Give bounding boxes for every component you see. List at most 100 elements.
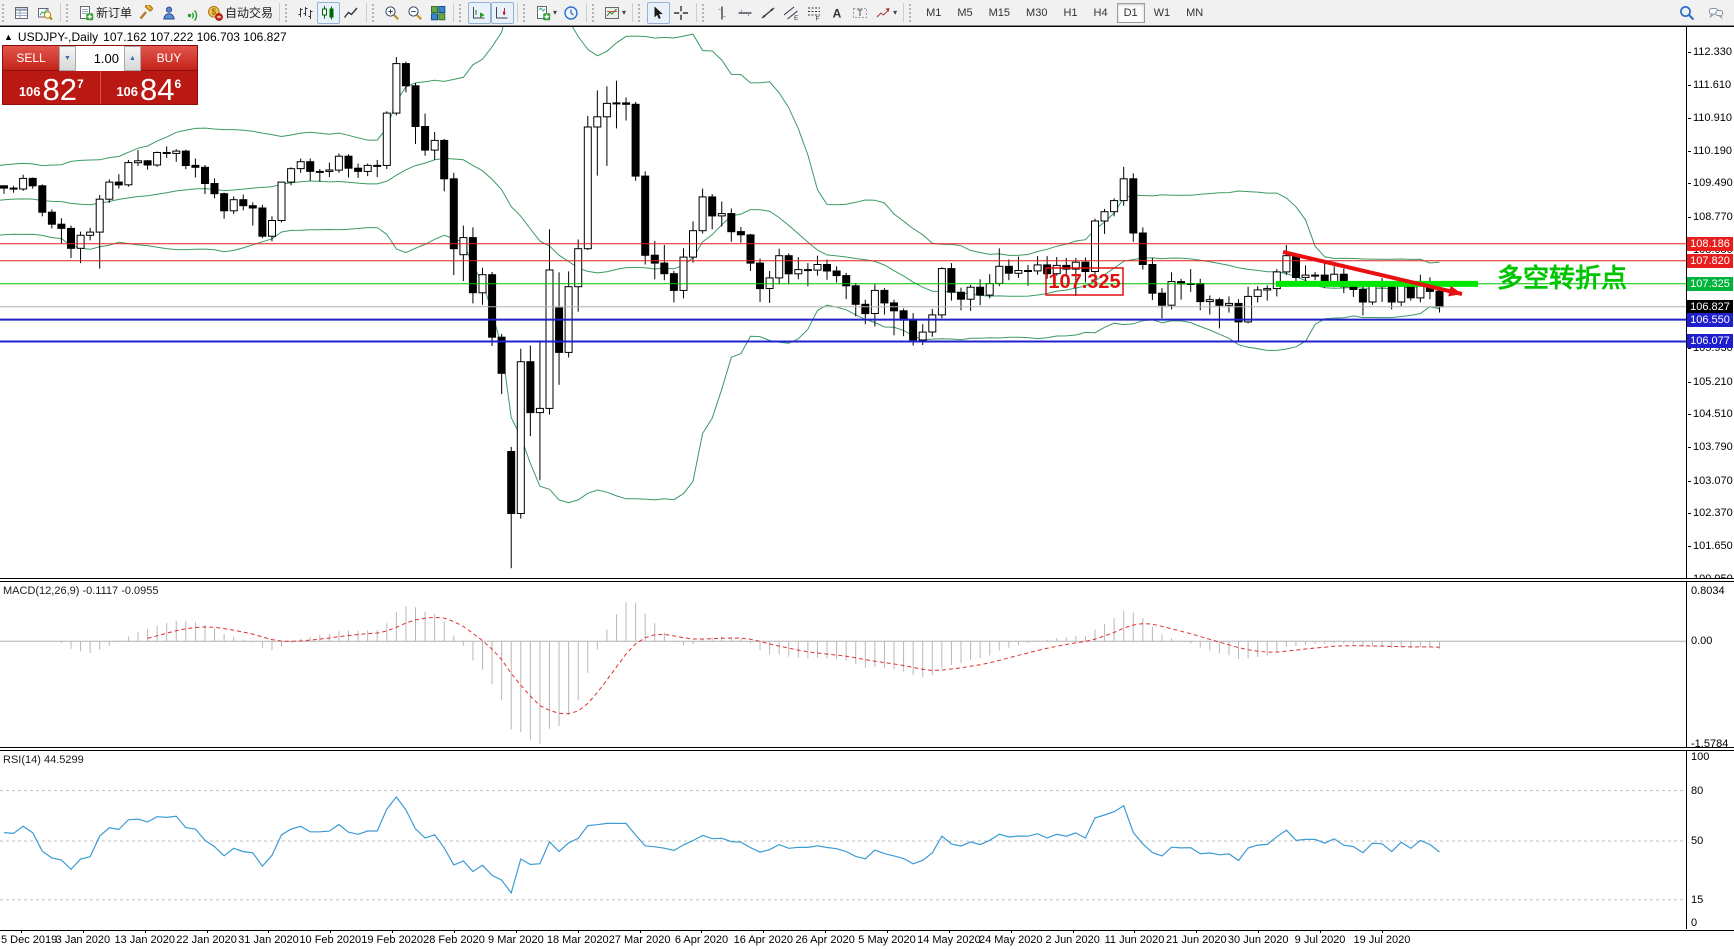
channel-button[interactable]: E xyxy=(780,2,803,24)
toolbar-drag-handle[interactable] xyxy=(372,3,378,22)
main-pane: 107.325 多空转折点 xyxy=(0,27,1686,569)
toolbar-separator xyxy=(696,3,698,22)
toolbar-separator xyxy=(453,3,455,22)
rsi-axis-label: 80 xyxy=(1691,784,1704,797)
date-label: 28 Feb 2020 xyxy=(423,934,485,946)
text-button[interactable]: A xyxy=(826,2,849,24)
price-tick: 103.790 xyxy=(1688,441,1733,454)
hline-button[interactable] xyxy=(734,2,757,24)
new-order-button[interactable]: 新订单 xyxy=(75,2,135,24)
autotrading-button[interactable]: $ 自动交易 xyxy=(204,2,276,24)
bar-chart-button[interactable] xyxy=(294,2,317,24)
pane-separator[interactable] xyxy=(0,578,1734,582)
timeframe-m1-button[interactable]: M1 xyxy=(919,3,948,23)
date-label: 9 Jul 2020 xyxy=(1294,934,1346,946)
date-axis-tick xyxy=(825,930,827,933)
toolbar: 新订单 $ 自动交易 ▾ ▾ E F A T ▾ M1 M5 M15 M30 H1 H4 D1 W1 MN xyxy=(0,0,1734,26)
toolbar-drag-handle[interactable] xyxy=(459,3,465,22)
tile-windows-button[interactable] xyxy=(427,2,450,24)
label-button[interactable]: T xyxy=(849,2,872,24)
trendline-button[interactable] xyxy=(757,2,780,24)
cursor-button[interactable] xyxy=(647,1,671,24)
sell-price-sup: 7 xyxy=(77,77,84,91)
date-axis[interactable]: 5 Dec 2019 3 Jan 2020 13 Jan 2020 22 Jan 20… xyxy=(0,930,1734,949)
market-watch-button[interactable] xyxy=(11,2,34,24)
template-button[interactable]: ▾ xyxy=(601,2,629,24)
buy-button[interactable]: BUY xyxy=(141,46,197,71)
price-tick: 101.650 xyxy=(1688,540,1733,553)
search-button[interactable] xyxy=(1676,2,1699,24)
toolbar-drag-handle[interactable] xyxy=(285,3,291,22)
expert-icon xyxy=(161,5,177,21)
buy-price[interactable]: 106 84 6 xyxy=(99,71,198,105)
chat-button[interactable] xyxy=(1705,2,1728,24)
date-axis-tick xyxy=(577,930,579,933)
price-tick: 111.610 xyxy=(1687,79,1732,92)
macd-signal-line xyxy=(147,616,1440,715)
date-axis-tick xyxy=(1196,930,1198,933)
auto-scroll-button[interactable] xyxy=(468,1,492,24)
timeframe-w1-button[interactable]: W1 xyxy=(1147,3,1178,23)
line-chart-button[interactable] xyxy=(340,2,363,24)
timeframe-d1-button[interactable]: D1 xyxy=(1116,2,1145,23)
toolbar-drag-handle[interactable] xyxy=(592,3,598,22)
date-label: 2 Jun 2020 xyxy=(1045,934,1100,946)
candle-chart-button[interactable] xyxy=(317,1,341,24)
new-chart-button[interactable]: ▾ xyxy=(532,2,560,24)
period-button[interactable] xyxy=(560,2,583,24)
tester-button[interactable] xyxy=(34,2,57,24)
chart-shift-button[interactable] xyxy=(491,1,515,24)
timeframe-m30-button[interactable]: M30 xyxy=(1019,3,1054,23)
sell-price[interactable]: 106 82 7 xyxy=(3,71,100,104)
expert-button[interactable] xyxy=(158,2,181,24)
chart-canvas[interactable]: 107.325 多空转折点 xyxy=(0,0,1686,949)
svg-text:F: F xyxy=(816,15,820,21)
crosshair-button[interactable] xyxy=(670,2,693,24)
vline-button[interactable] xyxy=(711,2,734,24)
trend-turning-point-annotation[interactable]: 多空转折点 xyxy=(1497,263,1627,293)
volume-input[interactable]: 1.00 xyxy=(76,46,124,71)
zoom-out-button[interactable] xyxy=(404,2,427,24)
signals-button[interactable] xyxy=(181,2,204,24)
arrows-button[interactable]: ▾ xyxy=(872,2,900,24)
candles-layer xyxy=(0,57,1444,569)
toolbar-drag-handle[interactable] xyxy=(909,3,915,22)
toolbar-drag-handle[interactable] xyxy=(702,3,708,22)
dropdown-caret-icon: ▾ xyxy=(622,8,627,17)
one-click-toggle-icon[interactable]: ▲ xyxy=(4,32,13,42)
volume-increase-button[interactable]: ▲ xyxy=(124,46,141,71)
sell-button[interactable]: SELL xyxy=(3,46,59,71)
toolbar-drag-handle[interactable] xyxy=(523,3,529,22)
timeframe-m5-button[interactable]: M5 xyxy=(950,3,979,23)
zoom-in-button[interactable] xyxy=(381,2,404,24)
rsi-axis-label: 50 xyxy=(1691,835,1704,847)
date-axis-tick xyxy=(206,930,208,933)
price-callout-box[interactable] xyxy=(1045,267,1124,296)
buy-price-prefix: 106 xyxy=(116,84,139,99)
date-axis-tick xyxy=(1134,930,1136,933)
date-label: 11 Jun 2020 xyxy=(1104,934,1165,946)
volume-decrease-button[interactable]: ▼ xyxy=(59,46,76,71)
pane-separator[interactable] xyxy=(0,747,1734,751)
timeframe-h4-button[interactable]: H4 xyxy=(1087,3,1115,23)
label-icon: T xyxy=(852,5,868,21)
date-label: 21 Jun 2020 xyxy=(1166,934,1227,946)
timeframe-mn-button[interactable]: MN xyxy=(1179,3,1210,23)
chat-icon xyxy=(1708,5,1724,21)
date-label: 14 May 2020 xyxy=(917,934,981,946)
zoom-in-icon xyxy=(384,5,400,21)
red-arrow-object[interactable] xyxy=(1282,250,1463,296)
metaeditor-button[interactable] xyxy=(135,2,158,24)
toolbar-drag-handle[interactable] xyxy=(638,3,644,22)
chart-frame-border xyxy=(0,26,1734,27)
date-label: 5 Dec 2019 xyxy=(1,934,58,946)
autotrading-label: 自动交易 xyxy=(225,6,274,20)
toolbar-drag-handle[interactable] xyxy=(66,3,72,22)
timeframe-m15-button[interactable]: M15 xyxy=(982,3,1017,23)
fibonacci-button[interactable]: F xyxy=(803,2,826,24)
price-axis[interactable]: 112.330 111.610 110.910 110.190 109.490 108.7… xyxy=(1687,26,1734,929)
timeframe-h1-button[interactable]: H1 xyxy=(1056,3,1084,23)
date-axis-tick xyxy=(330,930,332,933)
text-icon: A xyxy=(829,5,845,21)
toolbar-drag-handle[interactable] xyxy=(2,3,8,22)
